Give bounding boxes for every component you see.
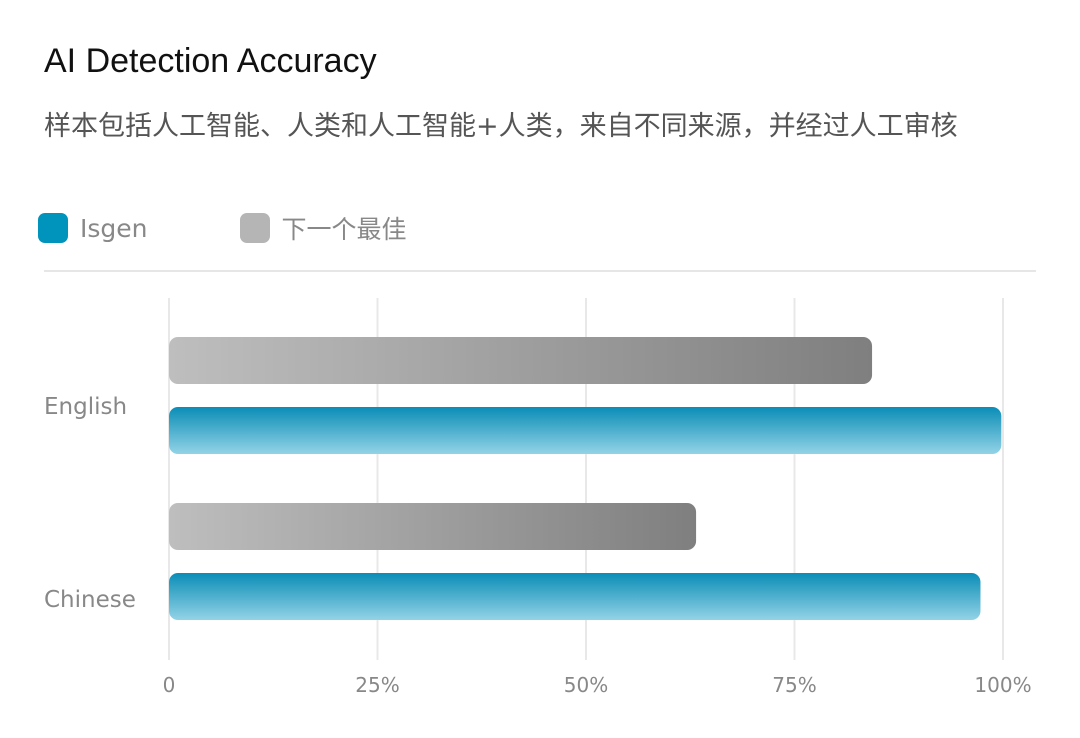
legend-swatch [239,213,270,243]
chart-title: AI Detection Accuracy [44,42,377,80]
legend-item-isgen[interactable]: Isgen [38,213,148,243]
legend: Isgen 下一个最佳 [38,210,499,246]
legend-label: Isgen [80,213,148,243]
bar-next-best-english[interactable] [169,337,873,384]
x-tick-label: 75% [772,673,816,697]
x-tick-label: 100% [974,673,1031,697]
legend-item-next-best[interactable]: 下一个最佳 [239,210,407,246]
category-label: English [44,394,127,420]
legend-swatch [38,213,68,243]
bar-isgen-chinese[interactable] [169,573,981,620]
divider [44,270,1036,272]
x-tick-label: 25% [355,673,399,697]
bar-isgen-english[interactable] [169,407,1002,454]
legend-label: 下一个最佳 [281,215,407,244]
chart-subtitle: 样本包括人工智能、人类和人工智能+人类，来自不同来源，并经过人工审核 [44,111,958,142]
category-label: Chinese [44,587,136,613]
bar-next-best-chinese[interactable] [169,503,697,550]
x-tick-label: 0 [163,673,176,697]
x-tick-label: 50% [564,673,608,697]
